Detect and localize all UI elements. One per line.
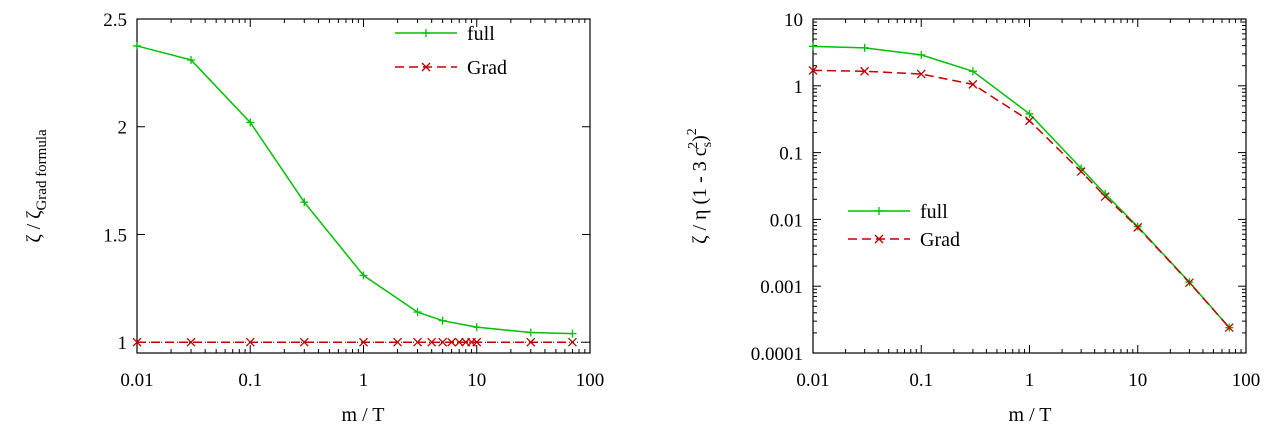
y-tick-label: 0.0001 — [751, 344, 803, 365]
data-point-full — [187, 55, 196, 64]
series-line-full — [812, 45, 1230, 329]
data-point-grad — [393, 337, 403, 347]
y-tick-label: 10 — [784, 10, 803, 31]
right-chart-panel: 0.01 0.1 1 10 100 0.0001 0.001 0.01 0.1 1 10 m / … — [685, 10, 1260, 426]
right-y-label-close: ) — [689, 135, 711, 142]
data-point-grad — [447, 337, 457, 347]
legend-label: full — [920, 201, 948, 223]
left-chart-panel: 0.01 0.1 1 10 100 11.522.5 m / T ζ / ζGrad f… — [23, 10, 604, 426]
left-y-label-zeta: ζ / ζ — [23, 211, 45, 243]
data-point-grad — [808, 65, 818, 75]
data-point-grad — [359, 337, 368, 347]
data-point-full — [526, 328, 535, 337]
right-x-ticks: 0.01 0.1 1 10 100 — [796, 19, 1260, 391]
left-x-axis-label: m / T — [342, 404, 385, 426]
data-point-full — [359, 271, 368, 280]
data-point-grad — [454, 337, 464, 347]
x-tick-label: 0.1 — [238, 370, 262, 391]
x-tick-label: 100 — [576, 370, 605, 391]
data-point-grad — [1025, 116, 1034, 126]
data-point-grad — [299, 337, 309, 347]
right-plot-frame — [812, 18, 1247, 354]
left-y-ticks: 1 1.5 2 2.5 — [103, 10, 590, 354]
data-point-grad — [1224, 323, 1234, 333]
right-series — [808, 42, 1234, 333]
legend-item-full: full — [395, 23, 495, 45]
left-y-label-subscript: Grad formula — [34, 129, 50, 211]
left-legend: full Grad — [395, 23, 507, 79]
left-series — [132, 41, 577, 347]
data-point-full — [917, 50, 926, 59]
data-point-grad — [1184, 278, 1194, 288]
data-point-full — [809, 42, 817, 51]
data-point-full — [568, 329, 577, 338]
right-y-axis-label: ζ / η (1 - 3 cs2)2 — [685, 128, 715, 244]
right-y-label-main: ζ / η (1 - 3 c — [689, 147, 711, 244]
legend-label: Grad — [920, 229, 960, 251]
data-point-grad — [413, 337, 422, 347]
y-tick-label: 0.01 — [770, 210, 803, 231]
legend-item-grad: Grad — [848, 229, 960, 251]
left-y-axis-label: ζ / ζGrad formula — [23, 129, 50, 243]
y-tick-label: 1 — [794, 77, 804, 98]
data-point-grad — [1100, 192, 1110, 201]
legend-label: full — [467, 23, 495, 45]
data-point-grad — [438, 337, 448, 347]
data-point-full — [300, 198, 309, 207]
data-point-grad — [472, 337, 482, 347]
y-tick-label: 1.5 — [103, 225, 127, 246]
y-tick-label: 1 — [118, 333, 128, 354]
data-point-grad — [132, 337, 142, 347]
y-tick-label: 0.1 — [779, 144, 803, 165]
right-y-ticks: 0.0001 0.001 0.01 0.1 1 10 — [751, 10, 1246, 365]
right-y-label-sub-s: s — [700, 142, 715, 147]
data-point-full — [968, 67, 977, 76]
series-line-full — [136, 45, 573, 335]
right-y-label-sup-outer: 2 — [685, 128, 700, 135]
x-tick-label: 10 — [1128, 370, 1147, 391]
legend-label: Grad — [467, 57, 507, 79]
data-point-full — [472, 323, 481, 332]
x-tick-label: 0.01 — [120, 370, 153, 391]
data-point-grad — [567, 337, 577, 347]
data-point-full — [860, 43, 869, 52]
data-point-full — [438, 316, 447, 325]
x-tick-label: 10 — [467, 370, 486, 391]
x-tick-label: 0.1 — [909, 370, 933, 391]
x-tick-label: 0.01 — [796, 370, 829, 391]
y-tick-label: 2 — [118, 118, 128, 139]
left-plot-frame — [136, 18, 591, 354]
data-point-grad — [245, 337, 255, 347]
right-y-label-sup-2: 2 — [686, 142, 701, 149]
data-point-grad — [860, 66, 870, 76]
data-point-grad — [186, 337, 196, 347]
data-point-grad — [427, 337, 437, 347]
left-x-ticks: 0.01 0.1 1 10 100 — [120, 19, 604, 391]
x-tick-label: 100 — [1232, 370, 1261, 391]
data-point-full — [133, 41, 141, 50]
data-point-full — [413, 308, 422, 317]
x-tick-label: 1 — [359, 370, 369, 391]
legend-marker — [421, 62, 431, 72]
legend-marker — [875, 207, 883, 215]
y-tick-label: 2.5 — [103, 10, 127, 31]
x-tick-label: 1 — [1025, 370, 1035, 391]
legend-marker — [422, 29, 430, 37]
right-legend: full Grad — [848, 201, 960, 251]
series-line-grad — [812, 69, 1230, 329]
legend-item-grad: Grad — [395, 57, 507, 79]
data-point-grad — [968, 79, 978, 89]
legend-marker — [874, 234, 884, 244]
y-tick-label: 0.001 — [760, 277, 803, 298]
legend-item-full: full — [848, 201, 948, 223]
data-point-full — [246, 118, 255, 127]
data-point-full — [1025, 109, 1034, 118]
data-point-grad — [526, 337, 536, 347]
right-x-axis-label: m / T — [1009, 404, 1052, 426]
data-point-grad — [1133, 222, 1143, 232]
data-point-grad — [916, 69, 926, 79]
data-point-grad — [1076, 167, 1086, 177]
